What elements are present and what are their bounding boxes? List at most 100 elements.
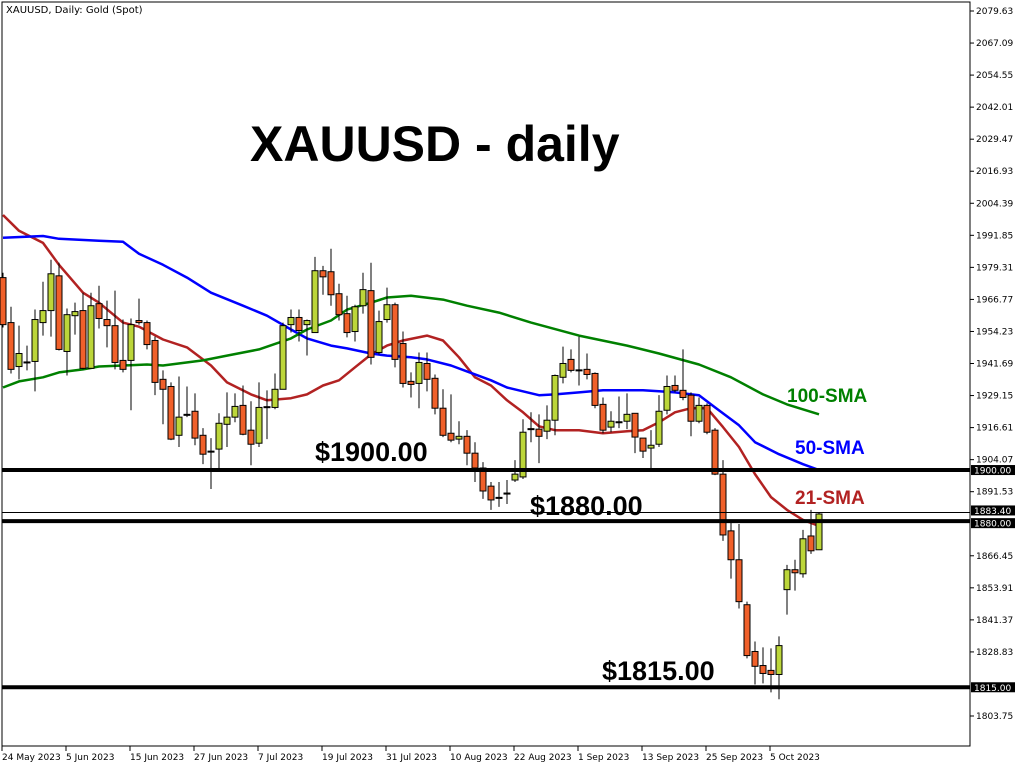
- candle-body-bull: [543, 419, 551, 432]
- candle: [159, 370, 167, 425]
- plot-frame: [1, 1, 971, 747]
- candle-body-bull: [495, 496, 503, 499]
- candle: [679, 349, 687, 401]
- candle-body-bull: [455, 435, 463, 440]
- candle-body-bull: [503, 492, 511, 495]
- price-axis[interactable]: 2079.63 2067.09 2054.55 2042.01 2029.47 2016.…: [969, 2, 1013, 746]
- candle-body-bear: [103, 319, 111, 327]
- candle: [447, 394, 455, 443]
- candle-body-bear: [135, 320, 143, 324]
- price-tick-label: 1803.75: [976, 712, 1013, 722]
- time-tick-label: 13 Sep 2023: [642, 753, 699, 763]
- time-tick-label: 15 Jun 2023: [130, 753, 184, 763]
- price-tick-label: 1904.07: [976, 456, 1013, 466]
- candle: [143, 320, 151, 350]
- candle: [191, 393, 199, 446]
- price-tick-label: 1853.91: [976, 584, 1013, 594]
- level-tag-bg: [971, 682, 1015, 693]
- candle: [399, 331, 407, 388]
- candle: [503, 480, 511, 505]
- candle-body-bull: [623, 413, 631, 422]
- candle: [247, 401, 255, 466]
- candle-body-bear: [703, 404, 711, 433]
- candle-body-bear: [487, 485, 495, 501]
- candle-body-bear: [591, 372, 599, 406]
- candle-body-bear: [791, 569, 799, 574]
- candle-body-bear: [95, 303, 103, 320]
- price-tick-label: 1916.61: [976, 424, 1013, 434]
- candle-body-bear: [751, 650, 759, 667]
- candle: [631, 412, 639, 454]
- candle: [671, 375, 679, 393]
- candle: [567, 349, 575, 373]
- price-tick-label: 1991.85: [976, 231, 1013, 241]
- candle-body-bull: [655, 410, 663, 445]
- candle-body-bull: [511, 473, 519, 481]
- sma-label: 100-SMA: [787, 386, 868, 407]
- current-price-tag: 1883.40: [974, 507, 1011, 517]
- candle-body-bear: [471, 452, 479, 469]
- candle: [487, 482, 495, 510]
- candle-body-bull: [175, 416, 183, 436]
- candle-body-bear: [0, 277, 7, 326]
- candle: [175, 376, 183, 448]
- candle: [231, 393, 239, 423]
- price-tick-label: 1929.15: [976, 392, 1013, 402]
- candle: [327, 248, 335, 306]
- candle-body-bull: [311, 270, 319, 334]
- candle-body-bull: [271, 388, 279, 408]
- candle: [431, 374, 439, 415]
- candle-body-bear: [463, 435, 471, 454]
- time-tick-label: 27 Jun 2023: [194, 753, 248, 763]
- candle: [751, 641, 759, 685]
- candle-body-bear: [679, 389, 687, 398]
- candle-body-bull: [615, 421, 623, 424]
- candle-body-bear: [719, 473, 727, 536]
- candle: [471, 442, 479, 483]
- candle-body-bear: [567, 358, 575, 371]
- time-axis[interactable]: 24 May 2023 5 Jun 2023 15 Jun 2023 27 Jun 2…: [1, 746, 820, 763]
- sma-label: 21-SMA: [795, 488, 865, 509]
- candle: [407, 372, 415, 398]
- candle-body-bear: [767, 669, 775, 675]
- candle-body-bull: [415, 361, 423, 384]
- candle: [55, 262, 63, 351]
- time-tick-label: 31 Jul 2023: [386, 753, 437, 763]
- candle: [463, 430, 471, 466]
- candle-body-bull: [223, 416, 231, 425]
- candle: [655, 395, 663, 448]
- candle-body-bear: [687, 394, 695, 422]
- candle-body-bull: [575, 369, 583, 372]
- candle-body-bear: [207, 450, 215, 453]
- price-tick-label: 1954.23: [976, 327, 1013, 337]
- candle: [663, 375, 671, 415]
- candle-body-bull: [663, 385, 671, 411]
- support-levels: 1883.40 1900.00 1880.00 1815.00: [2, 465, 1015, 694]
- candle-body-bear: [111, 325, 119, 363]
- candle: [367, 262, 375, 365]
- candle-body-bear: [439, 407, 447, 436]
- candle: [335, 283, 343, 321]
- candle-body-bear: [391, 304, 399, 360]
- candle-body-bear: [119, 359, 127, 370]
- candle: [455, 421, 463, 445]
- candle-body-bear: [239, 404, 247, 435]
- candle-body-bear: [55, 275, 63, 350]
- price-tick-label: 1828.83: [976, 648, 1013, 658]
- candle: [167, 382, 175, 441]
- candle: [359, 272, 367, 314]
- candle: [23, 345, 31, 371]
- candle: [215, 413, 223, 470]
- price-tick-label: 1966.77: [976, 295, 1013, 305]
- candle-body-bull: [375, 321, 383, 353]
- candle: [527, 412, 535, 443]
- candle-body-bull: [351, 306, 359, 333]
- candle-body-bear: [807, 535, 815, 552]
- level-annotation: $1900.00: [315, 437, 428, 467]
- candle: [727, 521, 735, 579]
- price-tick-label: 2004.39: [976, 199, 1013, 209]
- candle: [287, 309, 295, 333]
- candle: [759, 647, 767, 684]
- candle-body-bear: [631, 412, 639, 438]
